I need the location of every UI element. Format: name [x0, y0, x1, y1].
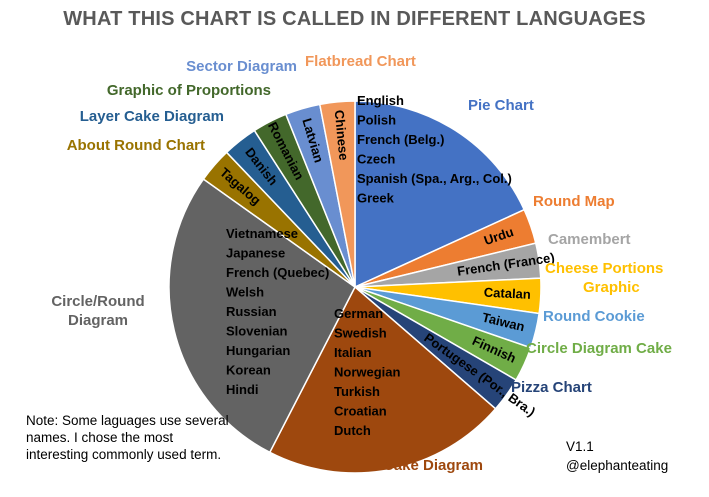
language-line: French (Quebec): [226, 265, 329, 280]
language-line: Welsh: [226, 285, 264, 300]
version-label: V1.1: [566, 439, 594, 454]
pie-slice-flatbread-chart: [318, 100, 356, 288]
slice-label-circle-diagram-cake: Circle Diagram Cake: [526, 340, 672, 357]
language-line: Greek: [357, 191, 395, 206]
pie-slice-cake-diagram: [268, 285, 497, 474]
language-line: Czech: [357, 152, 395, 167]
credit-block: V1.1 @elephanteating: [566, 437, 668, 475]
footnote: Note: Some laguages use several names. I…: [26, 413, 229, 462]
language-line: French (Belg.): [357, 132, 444, 147]
label-line: Diagram: [68, 312, 128, 329]
slice-label-pizza-chart: Pizza Chart: [511, 379, 592, 396]
label-line: Cheese Portions: [545, 260, 663, 277]
slice-languages-cake-diagram: German Swedish Italian Norwegian Turkish Croa…: [334, 306, 401, 438]
language-line: Korean: [226, 363, 271, 378]
slice-label-round-cookie: Round Cookie: [543, 308, 645, 325]
slice-label-graphic-of-proportions: Graphic of Proportions: [107, 82, 271, 99]
language-line: Japanese: [226, 246, 285, 261]
slice-label-pie-chart: Pie Chart: [468, 97, 534, 114]
chart-title: WHAT THIS CHART IS CALLED IN DIFFERENT L…: [63, 8, 646, 30]
slice-label-circle-round-diagram: Circle/Round Diagram: [51, 293, 144, 329]
language-line: English: [357, 93, 404, 108]
slice-label-cake-diagram: Cake Diagram: [383, 457, 483, 474]
language-line: Vietnamese: [226, 226, 298, 241]
label-line: Graphic: [583, 279, 640, 296]
language-line: Hindi: [226, 382, 259, 397]
language-line: Croatian: [334, 404, 387, 419]
language-line: Dutch: [334, 423, 371, 438]
slice-label-round-map: Round Map: [533, 193, 615, 210]
pie-slice-pie-chart: [354, 100, 526, 289]
slice-languages-circle-round-diagram: Vietnamese Japanese French (Quebec) Welsh Ru…: [226, 226, 329, 397]
language-line: Russian: [226, 304, 277, 319]
language-line: German: [334, 306, 383, 321]
slice-label-about-round-chart: About Round Chart: [67, 137, 205, 154]
slice-label-sector-diagram: Sector Diagram: [186, 58, 297, 75]
slice-languages-pie-chart: English Polish French (Belg.) Czech Spanish …: [357, 93, 512, 206]
slice-label-flatbread-chart: Flatbread Chart: [305, 53, 416, 70]
language-line: Hungarian: [226, 343, 290, 358]
pie-slice-circle-round-diagram: [168, 178, 356, 454]
language-line: Italian: [334, 345, 372, 360]
slice-label-layer-cake-diagram: Layer Cake Diagram: [80, 108, 224, 125]
slice-languages-flatbread-chart: Chinese: [332, 109, 352, 161]
label-line: Circle/Round: [51, 293, 144, 310]
slice-languages-cheese-portions-graphic: Catalan: [484, 285, 532, 302]
language-line: Turkish: [334, 384, 380, 399]
language-line: Slovenian: [226, 324, 287, 339]
language-line: Swedish: [334, 326, 387, 341]
language-line: Polish: [357, 113, 396, 128]
slice-label-cheese-portions-graphic: Cheese Portions Graphic: [545, 260, 663, 296]
slice-label-camembert: Camembert: [548, 231, 631, 248]
language-line: Norwegian: [334, 365, 401, 380]
language-line: Spanish (Spa., Arg., Col.): [357, 171, 512, 186]
author-label: @elephanteating: [566, 458, 669, 473]
